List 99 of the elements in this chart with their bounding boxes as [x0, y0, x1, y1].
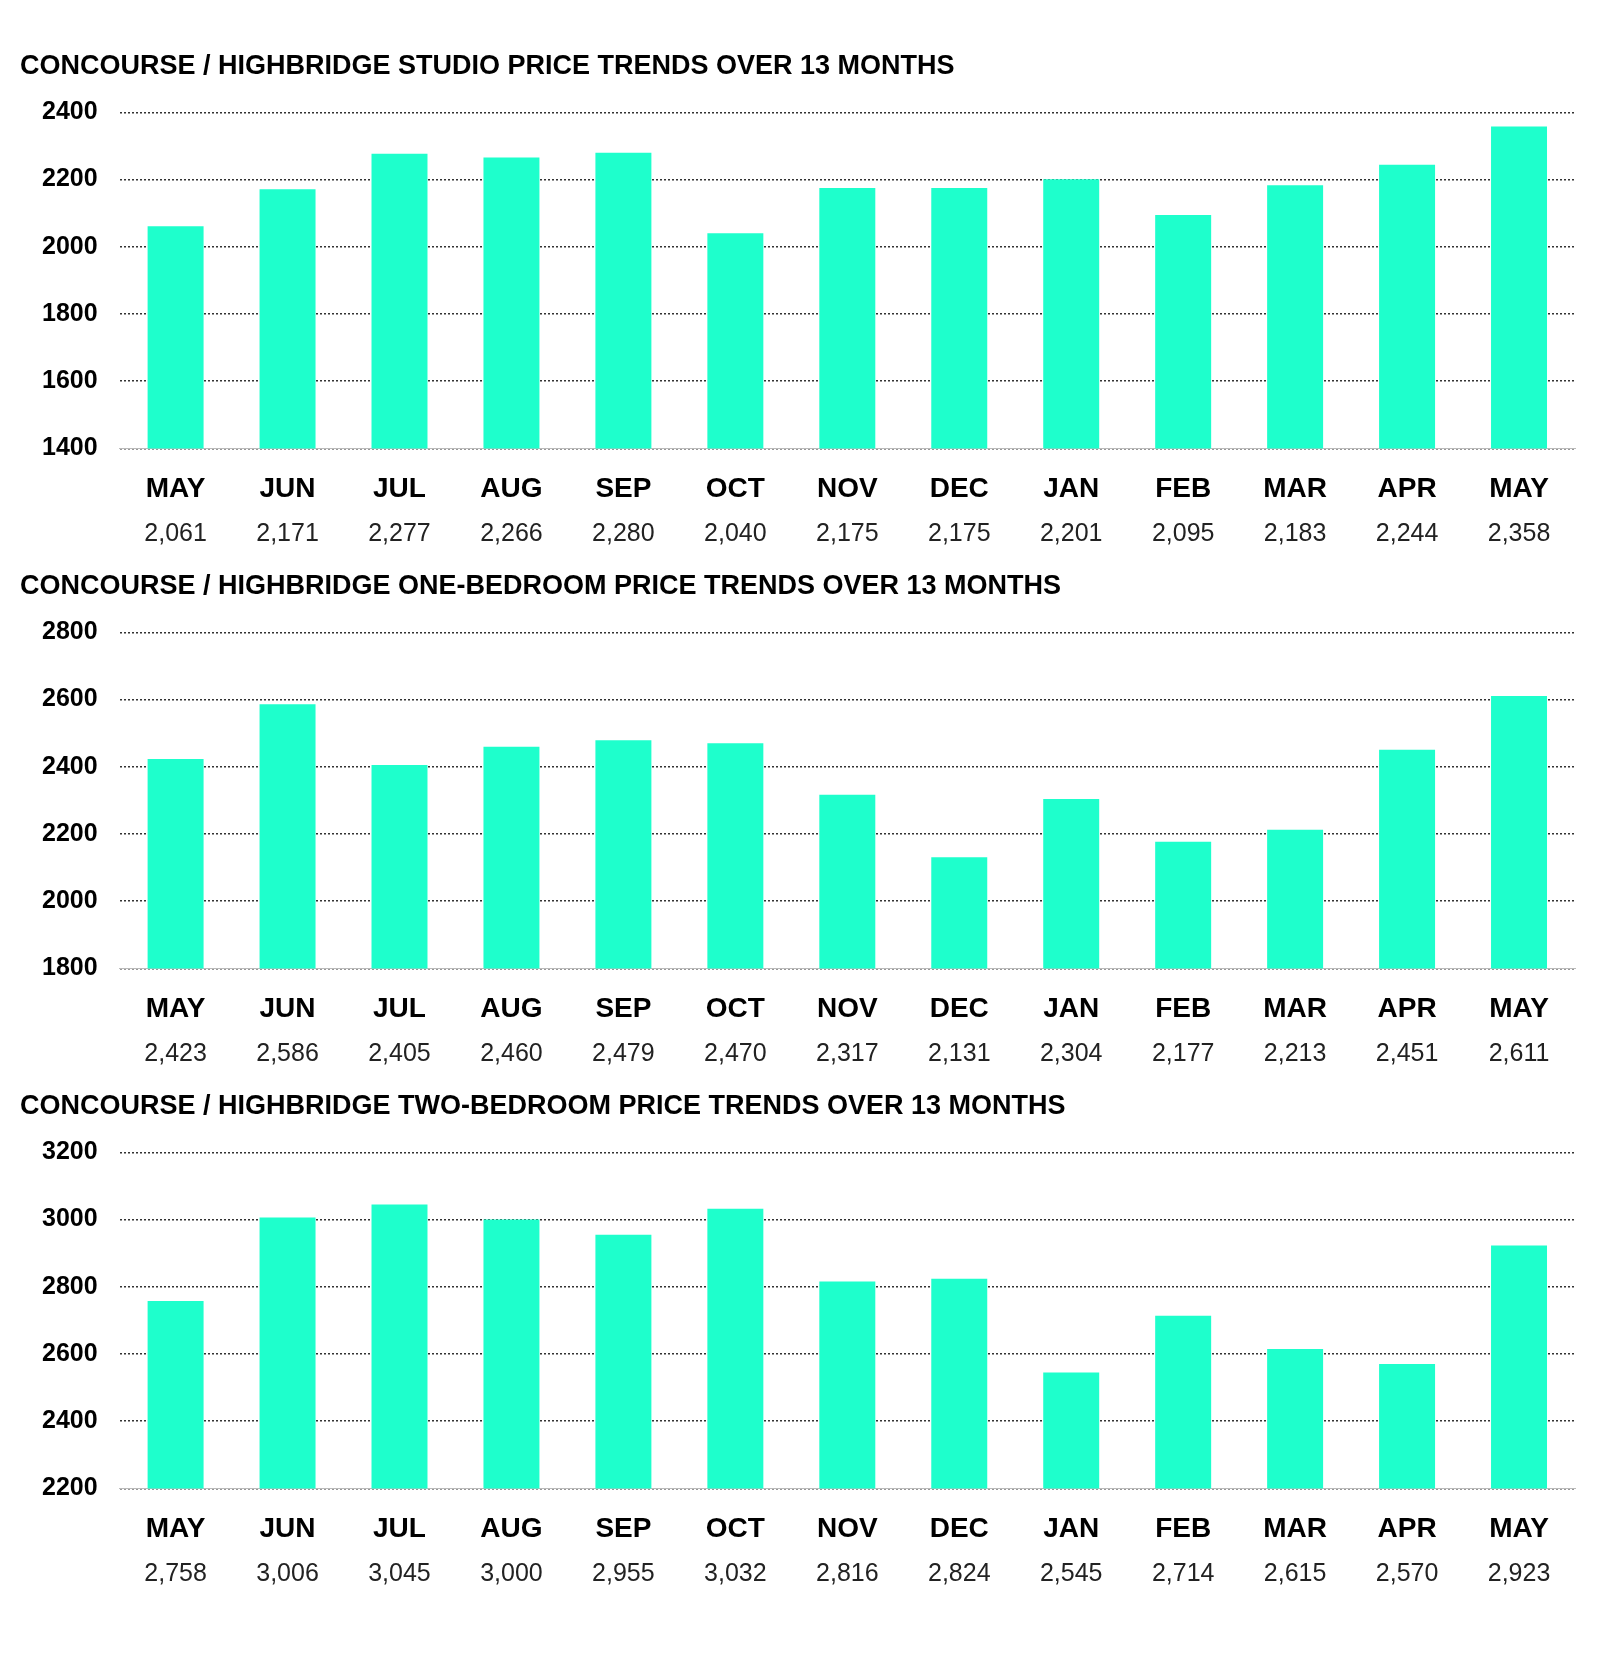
- x-tick-label: FEB: [1155, 991, 1212, 1023]
- y-tick-label: 1600: [41, 365, 98, 394]
- y-tick-label: 2000: [41, 885, 98, 914]
- data-label: 2,201: [1039, 518, 1103, 547]
- y-tick-label: 2600: [41, 1337, 98, 1366]
- y-tick-label: 2400: [41, 750, 98, 779]
- chart-title: CONCOURSE / HIGHBRIDGE TWO-BEDROOM PRICE TRENDS OVER 13 MONTHS: [20, 1089, 1066, 1120]
- data-label: 2,358: [1487, 518, 1551, 547]
- x-tick-label: JUN: [259, 991, 316, 1023]
- data-label: 2,460: [480, 1038, 543, 1067]
- x-tick-label: NOV: [816, 1511, 878, 1543]
- x-tick-label: SEP: [595, 1511, 652, 1543]
- x-tick-label: APR: [1377, 1511, 1437, 1543]
- x-tick-label: JAN: [1043, 471, 1100, 503]
- data-label: 2,405: [368, 1038, 431, 1067]
- data-label: 2,040: [704, 518, 767, 547]
- data-label: 2,280: [592, 518, 655, 547]
- x-tick-label: MAY: [145, 991, 206, 1023]
- y-tick-label: 2200: [41, 817, 98, 846]
- chart-title: CONCOURSE / HIGHBRIDGE STUDIO PRICE TRENDS OVER 13 MONTHS: [20, 49, 955, 80]
- x-tick-label: FEB: [1155, 471, 1212, 503]
- x-tick-label: OCT: [705, 1511, 765, 1543]
- data-label: 2,615: [1263, 1558, 1327, 1587]
- y-tick-label: 1800: [41, 952, 98, 981]
- x-tick-label: MAY: [145, 471, 206, 503]
- x-tick-label: APR: [1377, 471, 1437, 503]
- x-tick-label: AUG: [480, 471, 543, 503]
- data-label: 3,045: [368, 1558, 431, 1587]
- y-tick-label: 1400: [41, 432, 98, 461]
- x-tick-label: AUG: [480, 1511, 543, 1543]
- y-tick-label: 2400: [41, 1405, 98, 1434]
- data-label: 2,061: [144, 518, 207, 547]
- x-tick-label: JUL: [373, 1511, 426, 1543]
- data-label: 2,213: [1263, 1038, 1327, 1067]
- data-label: 2,570: [1375, 1558, 1439, 1587]
- x-tick-label: JAN: [1043, 1511, 1100, 1543]
- data-label: 3,006: [256, 1558, 319, 1587]
- data-label: 3,032: [704, 1558, 767, 1587]
- x-tick-label: MAR: [1263, 991, 1327, 1023]
- y-tick-label: 2600: [41, 683, 98, 712]
- data-label: 2,175: [927, 518, 991, 547]
- data-label: 2,470: [704, 1038, 767, 1067]
- x-tick-label: NOV: [816, 991, 878, 1023]
- data-label: 2,266: [480, 518, 543, 547]
- data-label: 2,304: [1039, 1038, 1103, 1067]
- x-tick-label: JUL: [373, 991, 426, 1023]
- data-label: 2,095: [1151, 518, 1215, 547]
- data-label: 2,183: [1263, 518, 1327, 547]
- x-tick-label: JUL: [373, 471, 426, 503]
- data-label: 2,171: [256, 518, 319, 547]
- y-tick-label: 2200: [41, 1472, 98, 1501]
- data-label: 2,277: [368, 518, 431, 547]
- data-label: 3,000: [480, 1558, 543, 1587]
- y-tick-label: 2800: [41, 1270, 98, 1299]
- data-label: 2,451: [1375, 1038, 1439, 1067]
- x-tick-label: OCT: [705, 471, 765, 503]
- x-tick-label: MAY: [1489, 1511, 1550, 1543]
- x-tick-label: MAR: [1263, 1511, 1327, 1543]
- data-label: 2,586: [256, 1038, 319, 1067]
- data-label: 2,923: [1487, 1558, 1551, 1587]
- x-tick-label: AUG: [480, 991, 543, 1023]
- x-tick-label: OCT: [705, 991, 765, 1023]
- x-tick-label: MAY: [1489, 471, 1550, 503]
- x-tick-label: APR: [1377, 991, 1437, 1023]
- data-label: 2,611: [1488, 1038, 1550, 1067]
- x-tick-label: SEP: [595, 991, 652, 1023]
- x-tick-label: JUN: [259, 1511, 316, 1543]
- x-tick-label: JAN: [1043, 991, 1100, 1023]
- data-label: 2,545: [1039, 1558, 1103, 1587]
- data-label: 2,131: [927, 1038, 991, 1067]
- y-tick-label: 3200: [41, 1136, 98, 1165]
- x-tick-label: DEC: [929, 991, 989, 1023]
- data-label: 2,175: [816, 518, 879, 547]
- x-tick-label: MAR: [1263, 471, 1327, 503]
- y-tick-label: 1800: [41, 297, 98, 326]
- data-label: 2,758: [144, 1558, 207, 1587]
- data-label: 2,714: [1151, 1558, 1215, 1587]
- x-tick-label: MAY: [145, 1511, 206, 1543]
- x-tick-label: JUN: [259, 471, 316, 503]
- x-tick-label: MAY: [1489, 991, 1550, 1023]
- data-label: 2,479: [592, 1038, 655, 1067]
- y-tick-label: 3000: [41, 1203, 98, 1232]
- data-label: 2,816: [816, 1558, 879, 1587]
- x-tick-label: SEP: [595, 471, 652, 503]
- y-tick-label: 2000: [41, 230, 98, 259]
- x-tick-label: DEC: [929, 471, 989, 503]
- y-tick-label: 2400: [41, 96, 98, 125]
- data-label: 2,317: [816, 1038, 879, 1067]
- x-tick-label: FEB: [1155, 1511, 1212, 1543]
- data-label: 2,423: [144, 1038, 207, 1067]
- x-tick-label: NOV: [816, 471, 878, 503]
- chart-title: CONCOURSE / HIGHBRIDGE ONE-BEDROOM PRICE TRENDS OVER 13 MONTHS: [20, 569, 1062, 600]
- data-label: 2,824: [927, 1558, 991, 1587]
- data-label: 2,244: [1375, 518, 1439, 547]
- data-label: 2,177: [1151, 1038, 1215, 1067]
- x-tick-label: DEC: [929, 1511, 989, 1543]
- y-tick-label: 2200: [41, 163, 98, 192]
- data-label: 2,955: [592, 1558, 655, 1587]
- y-tick-label: 2800: [41, 616, 98, 645]
